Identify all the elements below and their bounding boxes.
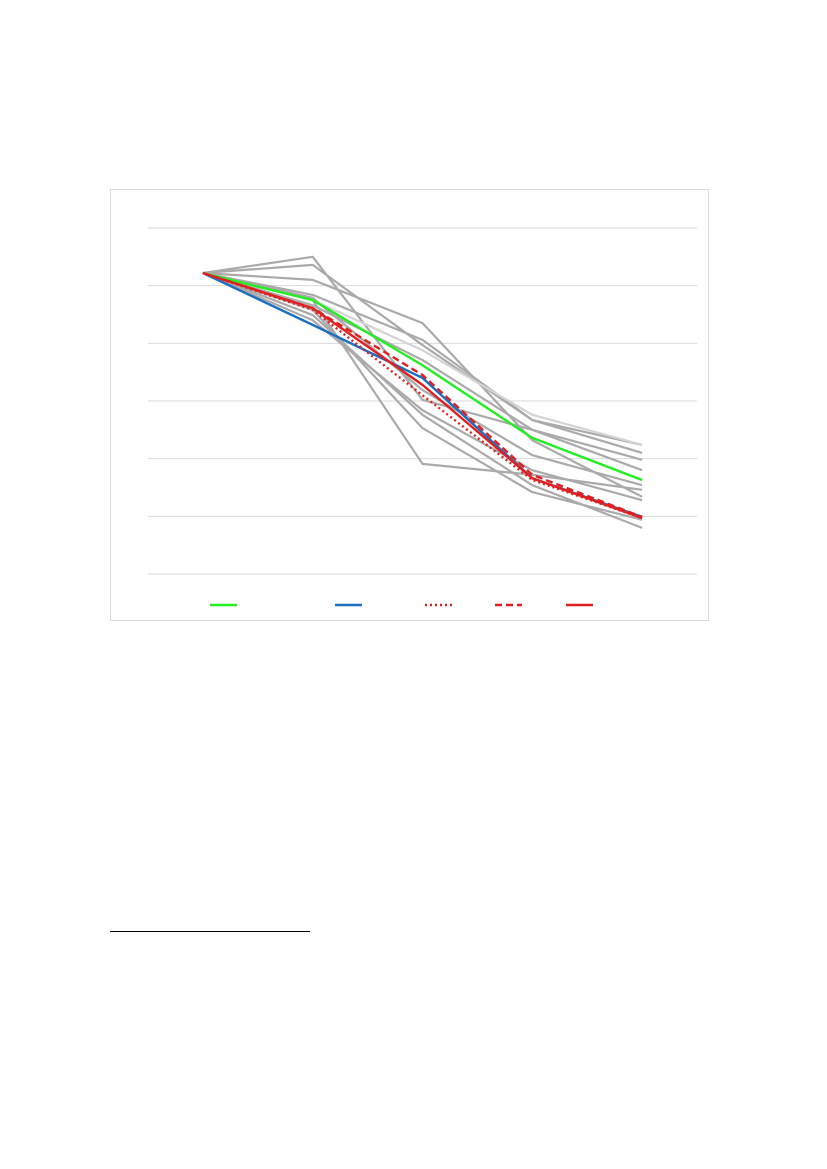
line-series — [202, 271, 643, 519]
line-series — [202, 271, 643, 502]
chart-frame — [110, 189, 709, 621]
line-series — [202, 271, 643, 454]
line-series — [202, 271, 643, 529]
line-series — [202, 255, 643, 461]
chart — [148, 227, 697, 607]
line-series — [202, 271, 643, 498]
line-series — [202, 271, 643, 472]
line-series — [202, 271, 643, 482]
line-series — [202, 271, 643, 487]
line-series — [202, 263, 643, 446]
line-series — [202, 271, 643, 520]
